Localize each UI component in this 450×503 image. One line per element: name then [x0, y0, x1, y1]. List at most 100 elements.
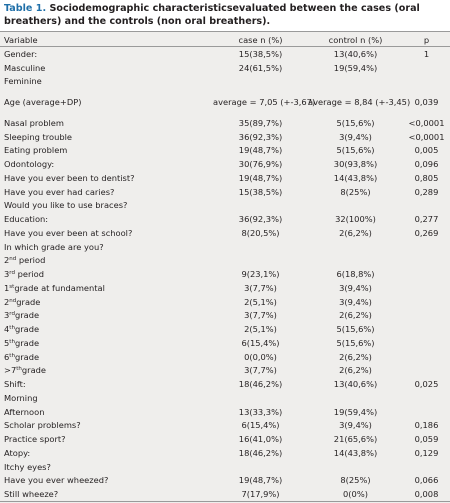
caption-label: Table 1. [4, 3, 47, 14]
table-cell: Masculine [4, 62, 46, 73]
cell-superscript: th [9, 338, 15, 345]
table-cell: 0,186 [414, 420, 439, 431]
table-cell [403, 364, 450, 378]
cell-superscript: rd [9, 311, 15, 318]
table-cell [403, 336, 450, 350]
table-cell: Morning [4, 392, 38, 403]
table-cell: 2nd period [0, 254, 213, 268]
caption-text: Sociodemographic characteristicsevaluate… [4, 3, 420, 27]
table-cell [308, 199, 403, 213]
table-cell [403, 240, 450, 254]
table-cell: 3(7,7%) [244, 310, 277, 321]
table-row: 6thgrade 0(0,0%) 2(6,2%) [0, 350, 450, 364]
cell-text: 3 [4, 269, 10, 280]
table-header: Variable case n (%) control n (%) p [0, 31, 450, 47]
table-row: Would you like to use braces? [0, 199, 450, 213]
table-row: >7thgrade 3(7,7%) 2(6,2%) [0, 364, 450, 378]
table-cell: 2(6,2%) [339, 365, 372, 376]
table-body: Gender: 15(38,5%) 13(40,6%) 1 Masculine 24(61… [0, 47, 450, 503]
table-row: Gender: 15(38,5%) 13(40,6%) 1 [0, 47, 450, 61]
table-cell [213, 199, 308, 213]
table-cell: Scholar problems? [4, 420, 81, 431]
table-cell: 2(6,2%) [339, 351, 372, 362]
table-cell: 8(25%) [340, 186, 371, 197]
table-row: Shift: 18(46,2%) 13(40,6%) 0,025 [0, 377, 450, 391]
table-row: In which grade are you? [0, 240, 450, 254]
table-cell [403, 350, 450, 364]
table-cell: 0,008 [403, 487, 450, 503]
table-cell: 19(59,4%) [333, 406, 378, 417]
cell-superscript: th [9, 352, 15, 359]
table-cell [213, 460, 308, 474]
cell-text: grade [14, 351, 40, 362]
table-cell [403, 61, 450, 75]
table-cell: 14(43,8%) [333, 172, 378, 183]
table-cell: 5(15,6%) [336, 337, 375, 348]
table-cell: 30(93,8%) [333, 159, 378, 170]
table-cell: 2(5,1%) [244, 296, 277, 307]
cell-text: grade [14, 337, 40, 348]
table-row: 4thgrade 2(5,1%) 5(15,6%) [0, 322, 450, 336]
table-cell: 0,289 [414, 186, 439, 197]
cell-text: 2 [4, 255, 10, 266]
table-cell: 19(48,7%) [238, 172, 283, 183]
table-row: Education: 36(92,3%) 32(100%) 0,277 [0, 212, 450, 226]
table-row: 5thgrade 6(15,4%) 5(15,6%) [0, 336, 450, 350]
table-cell: 0,066 [414, 475, 439, 486]
cell-text: 2 [4, 296, 10, 307]
table-cell [403, 322, 450, 336]
table-row: Nasal problem 35(89,7%) 5(15,6%) <0,0001 [0, 109, 450, 130]
table-cell: Would you like to use braces? [4, 200, 128, 211]
table-cell: Have you ever been at school? [4, 227, 133, 238]
table-cell: 0,269 [414, 227, 439, 238]
table-cell: 18(46,2%) [238, 379, 283, 390]
table-cell: 6(18,8%) [336, 269, 375, 280]
table-cell: 36(92,3%) [238, 131, 283, 142]
cell-text: grade [16, 296, 41, 307]
table-cell: 18(46,2%) [238, 447, 283, 458]
table-row: 2ndgrade 2(5,1%) 3(9,4%) [0, 295, 450, 309]
table-cell: Have you ever had caries? [4, 186, 115, 197]
cell-text: 3 [4, 310, 10, 321]
table-cell: 19(48,7%) [238, 145, 283, 156]
table-cell: Afternoon [4, 406, 45, 417]
cell-superscript: st [9, 283, 15, 290]
table-cell: Shift: [4, 379, 26, 390]
table-cell: Age (average+DP) [4, 97, 82, 108]
header-cell: Variable [0, 31, 213, 47]
table-row: Still wheeze? 7(17,9%) 0(0%) 0,008 [0, 487, 450, 503]
table-cell [213, 240, 308, 254]
table-cell: 13(40,6%) [333, 379, 378, 390]
table-row: Masculine 24(61,5%) 19(59,4%) [0, 61, 450, 75]
table-cell: 2(6,2%) [339, 310, 372, 321]
table-cell: 3(9,4%) [339, 296, 372, 307]
table-row: Morning [0, 391, 450, 405]
table-row: 1stgrade at fundamental 3(7,7%) 3(9,4%) [0, 281, 450, 295]
table-cell: >7thgrade [0, 364, 213, 378]
table-cell [403, 267, 450, 281]
table-cell [213, 254, 308, 268]
table-cell [308, 391, 403, 405]
table-row: Have you ever been at school? 8(20,5%) 2(6… [0, 226, 450, 240]
table-cell: 0(0%) [308, 487, 403, 503]
table-cell: 0,805 [414, 172, 439, 183]
table-cell: average = 7,05 (+-3,67) [213, 97, 316, 108]
table-row: Eating problem 19(48,7%) 5(15,6%) 0,005 [0, 144, 450, 158]
cell-text: grade at fundamental [14, 282, 105, 293]
table-cell: Sleeping trouble [4, 131, 73, 142]
table-cell: 3rdgrade [0, 309, 213, 323]
cell-text: grade [14, 324, 40, 335]
table-cell: 5(15,6%) [336, 117, 375, 128]
table-cell [403, 460, 450, 474]
cell-text: 6 [4, 351, 10, 362]
cell-text: period [16, 255, 46, 266]
table-cell: 13(40,6%) [333, 48, 378, 59]
table-cell [403, 75, 450, 89]
table-cell: Practice sport? [4, 434, 66, 445]
table-cell: 0,005 [414, 145, 439, 156]
cell-text: grade [14, 310, 40, 321]
table-cell [403, 309, 450, 323]
table-cell: 3(7,7%) [244, 282, 277, 293]
table-cell: 0,129 [414, 447, 439, 458]
